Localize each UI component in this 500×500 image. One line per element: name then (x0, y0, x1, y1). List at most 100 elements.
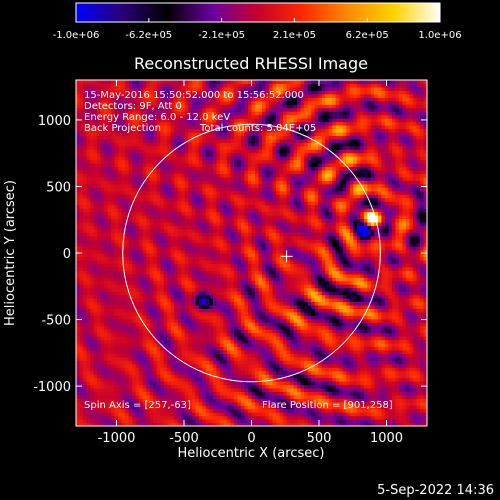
heatmap-cell (132, 118, 137, 123)
heatmap-cell (153, 100, 158, 105)
heatmap-cell (153, 294, 158, 299)
heatmap-cell (230, 415, 235, 420)
heatmap-cell (219, 353, 225, 358)
heatmap-cell (170, 176, 175, 181)
heatmap-cell (233, 287, 239, 292)
heatmap-cell (184, 405, 189, 410)
heatmap-cell (83, 90, 88, 95)
heatmap-cell (93, 242, 98, 247)
heatmap-cell (153, 204, 158, 209)
heatmap-cell (83, 149, 88, 154)
heatmap-cell (226, 253, 232, 258)
heatmap-cell (97, 259, 102, 264)
heatmap-cell (104, 332, 109, 337)
heatmap-cell (216, 80, 221, 85)
heatmap-cell (209, 294, 214, 299)
heatmap-cell (97, 408, 102, 413)
heatmap-cell (156, 211, 161, 216)
heatmap-cell (191, 346, 196, 351)
heatmap-cell (149, 387, 154, 392)
heatmap-cell (226, 415, 232, 420)
heatmap-cell (135, 197, 140, 202)
heatmap-cell (195, 124, 200, 130)
heatmap-cell (142, 419, 147, 424)
heatmap-cell (216, 100, 221, 105)
heatmap-cell (125, 405, 130, 410)
heatmap-cell (181, 332, 186, 337)
heatmap-cell (177, 111, 182, 116)
heatmap-cell (100, 384, 105, 389)
heatmap-cell (195, 111, 200, 116)
heatmap-cell (170, 270, 175, 275)
heatmap-cell (86, 346, 91, 351)
heatmap-cell (167, 346, 172, 351)
heatmap-cell (209, 284, 214, 289)
heatmap-cell (223, 190, 228, 195)
heatmap-cell (212, 249, 217, 254)
heatmap-cell (223, 83, 228, 88)
heatmap-cell (146, 381, 151, 386)
heatmap-cell (233, 214, 239, 219)
heatmap-cell (226, 346, 232, 351)
heatmap-cell (184, 190, 189, 195)
heatmap-cell (209, 363, 214, 368)
heatmap-cell (247, 214, 253, 219)
heatmap-cell (184, 239, 189, 244)
heatmap-cell (139, 204, 144, 209)
heatmap-cell (104, 187, 109, 192)
heatmap-cell (198, 367, 203, 372)
heatmap-cell (114, 346, 119, 351)
heatmap-cell (167, 259, 172, 264)
heatmap-cell (97, 228, 102, 233)
heatmap-cell (167, 266, 172, 271)
heatmap-cell (118, 194, 123, 199)
heatmap-cell (107, 239, 112, 244)
heatmap-cell (209, 356, 214, 361)
heatmap-cell (104, 405, 109, 410)
heatmap-cell (167, 384, 172, 389)
heatmap-cell (198, 294, 203, 299)
heatmap-cell (83, 401, 88, 406)
heatmap-cell (188, 100, 193, 105)
heatmap-cell (174, 83, 179, 88)
heatmap-cell (83, 214, 88, 219)
heatmap-cell (181, 325, 186, 330)
heatmap-cell (188, 118, 193, 123)
heatmap-cell (111, 266, 116, 271)
heatmap-cell (86, 97, 91, 102)
heatmap-cell (118, 287, 123, 292)
heatmap-cell (93, 166, 98, 171)
heatmap-cell (184, 135, 189, 140)
heatmap-cell (111, 156, 116, 161)
heatmap-cell (191, 225, 196, 230)
heatmap-cell (163, 301, 168, 306)
heatmap-cell (135, 201, 140, 206)
heatmap-cell (240, 107, 246, 112)
heatmap-cell (153, 242, 158, 247)
heatmap-cell (104, 194, 109, 199)
heatmap-cell (198, 190, 203, 195)
heatmap-cell (163, 401, 168, 406)
heatmap-cell (237, 422, 242, 426)
heatmap-cell (170, 256, 175, 261)
heatmap-cell (177, 138, 182, 143)
heatmap-cell (223, 363, 228, 368)
heatmap-cell (240, 246, 246, 251)
heatmap-cell (233, 190, 239, 195)
heatmap-cell (188, 176, 193, 181)
heatmap-cell (240, 214, 246, 219)
heatmap-cell (216, 280, 221, 285)
heatmap-cell (125, 128, 130, 133)
heatmap-cell (146, 163, 151, 168)
heatmap-cell (90, 363, 95, 368)
heatmap-cell (76, 225, 81, 230)
heatmap-cell (226, 180, 232, 185)
heatmap-cell (149, 408, 154, 413)
heatmap-cell (209, 190, 214, 195)
heatmap-cell (156, 124, 161, 130)
heatmap-cell (212, 401, 217, 406)
heatmap-cell (132, 377, 137, 382)
heatmap-cell (97, 111, 102, 116)
heatmap-cell (247, 221, 253, 226)
heatmap-cell (219, 197, 225, 202)
